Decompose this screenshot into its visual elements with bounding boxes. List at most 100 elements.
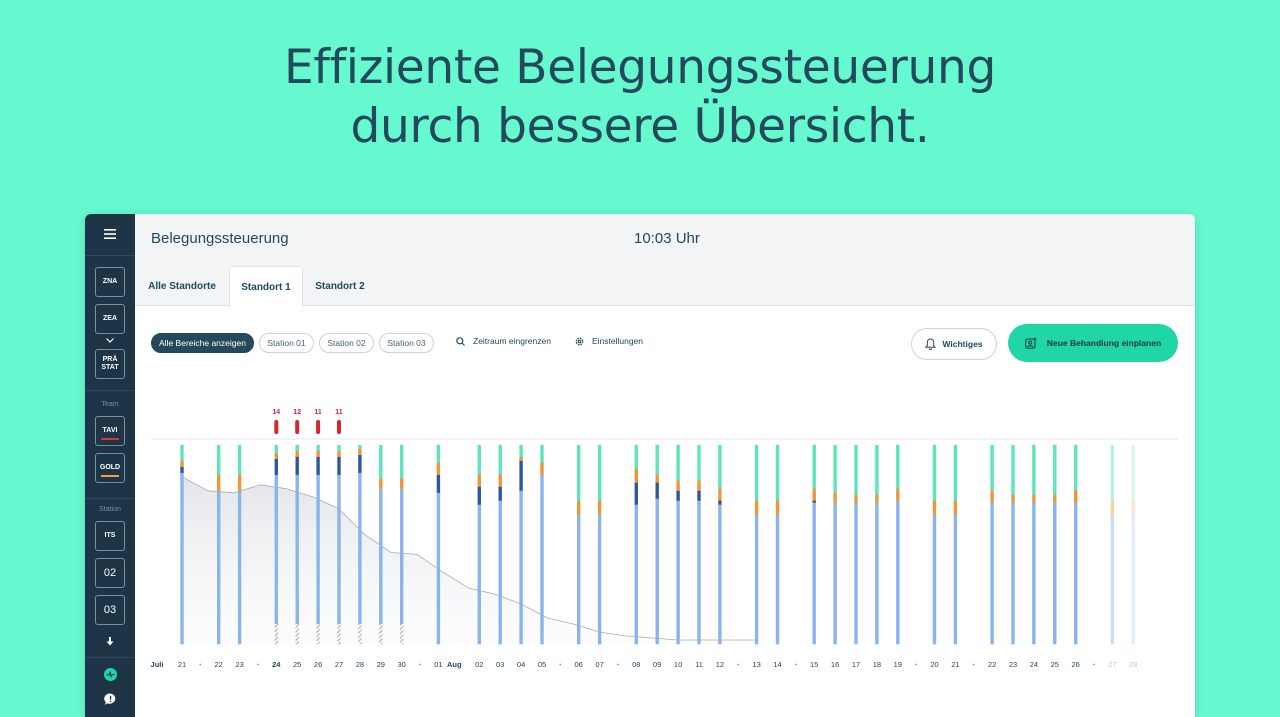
day-separator-dot <box>199 663 202 666</box>
headline-line-2: durch bessere Übersicht. <box>350 99 930 154</box>
arrow-down-icon[interactable] <box>106 637 114 646</box>
chip-station-02[interactable]: Station 02 <box>319 333 374 353</box>
bar-segment-light_blue <box>237 490 242 645</box>
chip-station-01[interactable]: Station 01 <box>259 333 314 353</box>
bar-segment-orange <box>358 449 362 456</box>
bar-segment-dark_blue <box>316 456 320 476</box>
day-label: 29 <box>377 660 385 669</box>
sidebar-button-02[interactable]: 02 <box>95 558 125 588</box>
bar-segment-light_blue <box>400 488 404 625</box>
day-label: 18 <box>873 660 881 669</box>
bar-segment-teal <box>379 445 383 480</box>
bar-segment-orange <box>1011 494 1015 504</box>
bar-segment-teal <box>833 445 837 494</box>
bar-segment-teal <box>1074 445 1078 492</box>
bar-segment-teal <box>274 445 278 454</box>
zeitraum-eingrenzen-button[interactable]: Zeitraum eingrenzen <box>456 336 551 346</box>
neue-behandlung-button[interactable]: Neue Behandlung einplanen <box>1008 324 1178 362</box>
bar-segment-light_blue <box>358 472 362 625</box>
gold-color-underline <box>101 475 119 477</box>
tab-standort-1[interactable]: Standort 1 <box>229 266 303 307</box>
headline-line-1: Effiziente Belegungssteuerung <box>284 40 996 95</box>
gear-icon <box>575 337 584 345</box>
chip-station-03[interactable]: Station 03 <box>379 333 434 353</box>
sidebar-button-tavi[interactable]: TAVI <box>95 416 125 446</box>
sidebar-button-zna[interactable]: ZNA <box>95 267 125 297</box>
day-label: 28 <box>1129 660 1137 669</box>
tab-alle-standorte[interactable]: Alle Standorte <box>148 281 216 292</box>
day-label: 27 <box>1108 660 1116 669</box>
day-label: 20 <box>930 660 938 669</box>
wichtiges-button[interactable]: Wichtiges <box>911 328 997 360</box>
bar-segment-teal <box>358 445 362 450</box>
sidebar-button-its[interactable]: ITS <box>95 521 125 551</box>
day-label: 16 <box>831 660 839 669</box>
day-label: 11 <box>695 660 703 669</box>
sidebar-button-praestat[interactable]: PRÄ STAT <box>95 349 125 379</box>
day-label: 05 <box>538 660 546 669</box>
sidebar-team-label: Team <box>101 401 119 408</box>
bar-segment-orange <box>812 488 816 501</box>
overflow-marker <box>295 420 300 434</box>
einstellungen-button[interactable]: Einstellungen <box>575 336 643 346</box>
clock: 10:03 Uhr <box>634 230 700 247</box>
bar-segment-hatched <box>337 624 341 645</box>
bar-segment-dark_blue <box>812 500 816 503</box>
bar-segment-light_blue <box>1032 502 1036 645</box>
sidebar-button-zea[interactable]: ZEA <box>95 304 125 334</box>
bar-segment-teal <box>316 445 320 452</box>
day-label: 28 <box>356 660 364 669</box>
day-separator-dot <box>972 663 975 666</box>
day-label: 25 <box>293 660 301 669</box>
occupancy-chart: 21 Juli 22 23 24 25 26 27 28 29 30 01 02 Aug 03 04 05 06 0… <box>151 409 1178 669</box>
day-separator-dot <box>419 663 421 666</box>
day-separator-dot <box>794 663 797 666</box>
bar-segment-teal <box>754 445 759 501</box>
bar-segment-teal <box>217 445 221 476</box>
chat-icon[interactable] <box>104 693 117 706</box>
bar-segment-light_blue <box>1110 514 1115 645</box>
einstellungen-label: Einstellungen <box>592 336 644 346</box>
topbar: Belegungssteuerung 10:03 Uhr Alle Stando… <box>135 214 1195 307</box>
sidebar-button-gold[interactable]: GOLD <box>95 453 125 483</box>
day-label: 09 <box>653 660 661 669</box>
bar-segment-teal <box>990 445 994 492</box>
chip-alle-bereiche[interactable]: Alle Bereiche anzeigen <box>151 333 254 353</box>
day-label: 25 <box>1051 660 1059 669</box>
sidebar-divider <box>85 255 135 256</box>
bar-segment-teal <box>634 445 638 470</box>
bar-segment-hatched <box>358 624 362 645</box>
bar-segment-teal <box>400 445 404 480</box>
activity-icon[interactable] <box>104 668 117 681</box>
sidebar-button-label: TAVI <box>102 427 118 434</box>
bar-segment-light_blue <box>1074 502 1078 645</box>
bar-segment-light_blue <box>577 514 581 645</box>
day-label: 27 <box>335 660 343 669</box>
bar-segment-orange <box>295 451 299 458</box>
bar-segment-teal <box>577 445 581 501</box>
bar-segment-light_blue <box>180 472 184 645</box>
bar-segment-light_blue <box>1011 502 1015 645</box>
bar-segment-light_blue <box>932 514 937 645</box>
bar-segment-orange <box>540 462 544 476</box>
bar-segment-light_blue <box>316 474 320 625</box>
bar-segment-orange <box>400 478 404 490</box>
chevron-down-icon[interactable] <box>106 338 114 343</box>
bar-segment-teal <box>540 445 544 464</box>
bar-segment-dark_blue <box>498 486 502 501</box>
hamburger-icon[interactable] <box>104 229 116 239</box>
sidebar-button-03[interactable]: 03 <box>95 595 125 625</box>
bar-segment-light_blue <box>655 498 659 645</box>
bar-segment-orange <box>577 500 581 515</box>
tab-standort-2[interactable]: Standort 2 <box>315 281 365 292</box>
day-label: 02 <box>475 660 483 669</box>
bar-segment-teal <box>812 445 816 490</box>
day-label: 04 <box>517 660 525 669</box>
day-label: 12 <box>716 660 724 669</box>
bar-segment-teal <box>180 445 184 462</box>
month-label: Aug <box>447 660 462 669</box>
day-label: 06 <box>575 660 583 669</box>
day-separator-dot <box>915 663 917 666</box>
bar-segment-dark_blue <box>477 486 481 505</box>
neue-behandlung-label: Neue Behandlung einplanen <box>1046 338 1162 348</box>
